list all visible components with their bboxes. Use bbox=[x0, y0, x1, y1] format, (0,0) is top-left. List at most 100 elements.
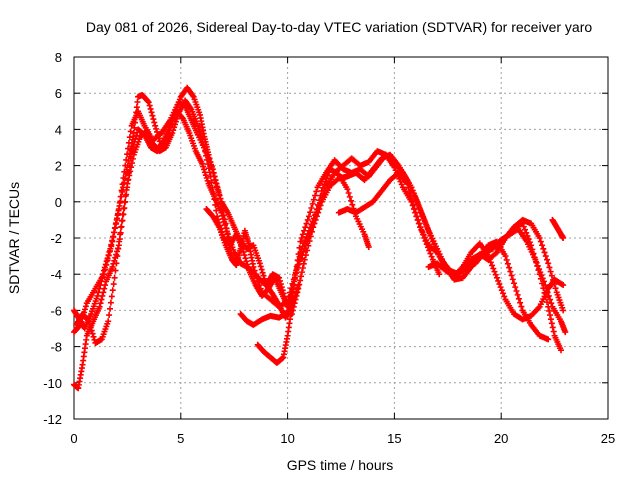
data-point-marker bbox=[290, 282, 297, 289]
data-point-marker bbox=[123, 166, 130, 173]
data-point-marker bbox=[201, 144, 208, 151]
data-point-marker bbox=[122, 171, 129, 178]
data-point-marker bbox=[542, 282, 549, 289]
data-point-marker bbox=[542, 253, 549, 260]
data-point-marker bbox=[106, 312, 113, 319]
data-point-marker bbox=[223, 228, 230, 235]
data-point-marker bbox=[119, 211, 126, 218]
data-point-marker bbox=[420, 231, 427, 238]
data-point-marker bbox=[96, 285, 103, 292]
data-point-marker bbox=[90, 333, 97, 340]
data-point-marker bbox=[89, 330, 96, 337]
data-point-marker bbox=[298, 269, 305, 276]
data-point-marker bbox=[148, 109, 155, 116]
data-point-marker bbox=[504, 260, 511, 267]
data-point-marker bbox=[127, 128, 134, 135]
data-point-marker bbox=[126, 172, 133, 179]
data-point-marker bbox=[123, 186, 130, 193]
data-point-marker bbox=[526, 239, 533, 246]
data-point-marker bbox=[121, 175, 128, 182]
data-point-marker bbox=[288, 289, 295, 296]
y-tick-label: -6 bbox=[50, 303, 62, 318]
data-point-marker bbox=[424, 224, 431, 231]
data-point-marker bbox=[256, 260, 263, 267]
data-point-marker bbox=[313, 209, 320, 216]
data-point-marker bbox=[421, 235, 428, 241]
y-axis-label: SDTVAR / TECUs bbox=[6, 182, 22, 294]
data-point-marker bbox=[548, 320, 555, 327]
data-point-marker bbox=[202, 148, 209, 155]
data-point-marker bbox=[305, 213, 312, 220]
data-point-marker bbox=[436, 271, 443, 278]
data-point-marker bbox=[412, 209, 419, 216]
data-point-marker bbox=[204, 156, 211, 163]
data-point-marker bbox=[291, 274, 298, 281]
data-point-marker bbox=[530, 250, 537, 257]
data-point-marker bbox=[112, 267, 119, 274]
data-point-marker bbox=[240, 248, 247, 255]
data-point-marker bbox=[306, 238, 313, 245]
data-point-marker bbox=[531, 254, 538, 261]
y-tick-label: 6 bbox=[55, 86, 62, 101]
data-point-marker bbox=[111, 225, 118, 232]
data-point-marker bbox=[200, 166, 207, 173]
data-point-marker bbox=[318, 196, 325, 203]
data-point-marker bbox=[259, 269, 266, 276]
data-point-marker bbox=[349, 201, 356, 208]
data-point-marker bbox=[207, 173, 214, 180]
data-point-marker bbox=[146, 102, 153, 109]
data-point-marker bbox=[134, 98, 141, 105]
data-point-marker bbox=[515, 295, 522, 302]
data-point-marker bbox=[86, 321, 93, 328]
y-tick-label: -10 bbox=[43, 376, 62, 391]
grid-lines bbox=[74, 57, 608, 419]
data-point-marker bbox=[169, 130, 176, 137]
data-point-marker bbox=[294, 261, 301, 268]
data-point-marker bbox=[309, 218, 316, 225]
data-point-marker bbox=[203, 175, 210, 182]
data-point-marker bbox=[117, 198, 124, 205]
data-point-marker bbox=[121, 199, 128, 206]
data-point-marker bbox=[85, 317, 92, 324]
data-point-marker bbox=[405, 184, 412, 191]
data-point-marker bbox=[539, 242, 546, 249]
data-point-marker bbox=[211, 196, 218, 203]
data-point-marker bbox=[100, 267, 107, 274]
x-tick-label: 10 bbox=[280, 431, 294, 446]
data-point-marker bbox=[174, 112, 181, 119]
data-point-marker bbox=[153, 128, 160, 135]
data-point-marker bbox=[171, 124, 178, 131]
data-point-marker bbox=[519, 220, 526, 227]
y-tick-label: 2 bbox=[55, 159, 62, 174]
data-point-marker bbox=[525, 236, 532, 243]
data-point-marker bbox=[545, 336, 552, 343]
y-tick-label: -2 bbox=[50, 231, 62, 246]
series-track bbox=[425, 240, 567, 323]
data-point-marker bbox=[118, 217, 125, 224]
data-point-marker bbox=[502, 253, 509, 260]
data-point-marker bbox=[509, 276, 516, 283]
data-point-marker bbox=[511, 280, 518, 287]
data-point-marker bbox=[298, 246, 305, 253]
data-point-marker bbox=[426, 247, 433, 254]
data-point-marker bbox=[346, 193, 353, 200]
data-point-marker bbox=[145, 99, 152, 106]
data-point-marker bbox=[95, 289, 102, 296]
data-point-marker bbox=[518, 303, 525, 310]
data-point-marker bbox=[547, 312, 554, 319]
data-point-marker bbox=[537, 238, 544, 245]
data-point-marker bbox=[547, 268, 554, 275]
data-point-marker bbox=[297, 238, 304, 245]
data-point-marker bbox=[133, 104, 140, 111]
data-point-marker bbox=[558, 347, 565, 354]
data-point-marker bbox=[321, 187, 328, 194]
y-tick-label: -8 bbox=[50, 340, 62, 355]
data-point-marker bbox=[116, 238, 123, 245]
data-point-marker bbox=[305, 227, 312, 234]
data-point-marker bbox=[297, 249, 304, 256]
data-point-marker bbox=[410, 201, 417, 208]
data-point-marker bbox=[239, 245, 246, 252]
series-track bbox=[549, 216, 567, 241]
data-point-marker bbox=[85, 318, 92, 325]
data-point-marker bbox=[120, 205, 127, 212]
